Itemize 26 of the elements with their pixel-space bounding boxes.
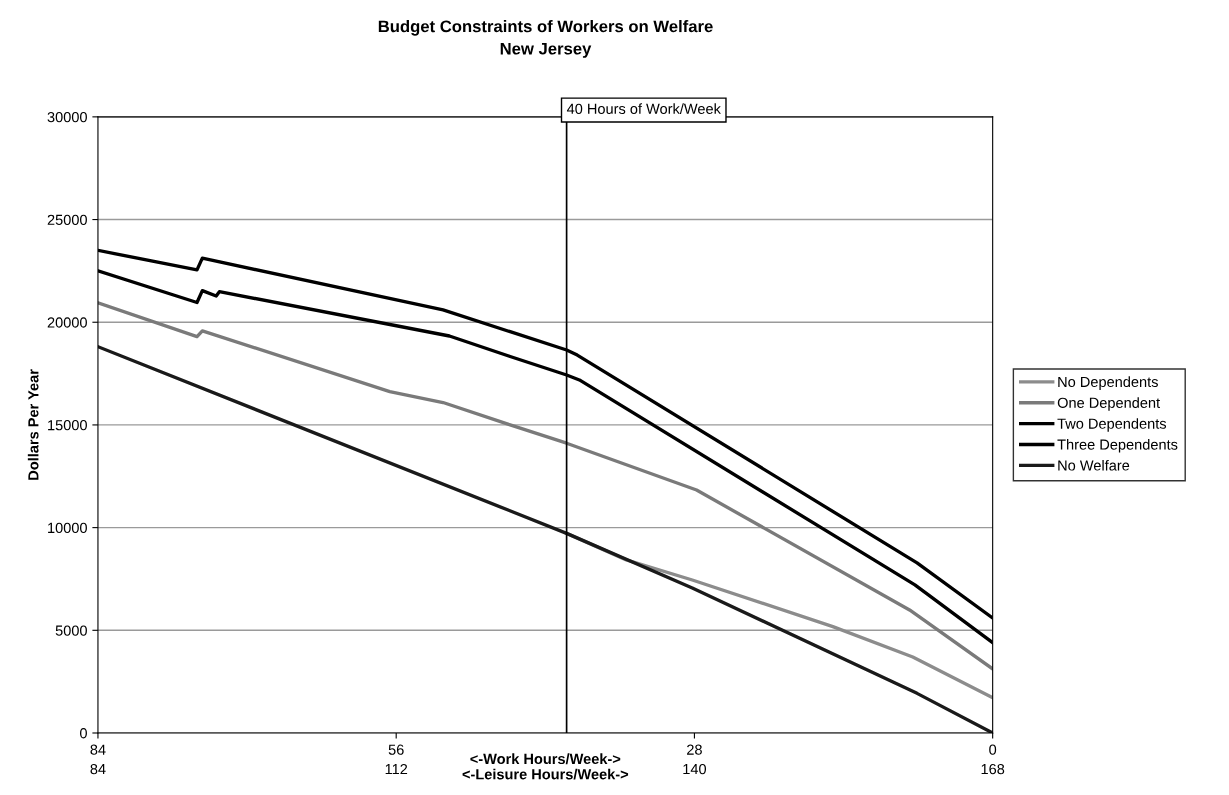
legend-label: Three Dependents [1057, 439, 1178, 453]
legend-label: Two Dependents [1057, 418, 1167, 432]
y-tick-label: 20000 [47, 317, 87, 328]
x-tick-label: 84 [90, 744, 106, 755]
x2-tick-label: 84 [90, 763, 106, 775]
y-axis-title: Dollars Per Year [27, 369, 39, 480]
x2-tick-label: 112 [385, 763, 408, 775]
y-tick-label: 15000 [48, 420, 87, 431]
x2-tick-label: 140 [683, 763, 707, 775]
chart-title: Budget Constraints of Workers on Welfare [378, 20, 713, 36]
y-tick-label: 25000 [47, 214, 87, 225]
chart-subtitle: New Jersey [500, 42, 592, 58]
x2-axis-title: <-Leisure Hours/Week-> [462, 768, 629, 780]
legend-label: No Welfare [1058, 459, 1130, 471]
x-tick-label: 56 [388, 744, 404, 755]
y-tick-label: 10000 [48, 522, 87, 534]
x-axis-title: <-Work Hours/Week-> [470, 753, 621, 765]
y-tick-label: 30000 [47, 111, 87, 123]
x-tick-label: 28 [687, 744, 702, 755]
legend-label: One Dependent [1057, 397, 1160, 411]
ref-line-label: 40 Hours of Work/Week [566, 103, 721, 114]
x2-tick-label: 168 [981, 763, 1005, 775]
y-tick-label: 0 [79, 728, 87, 739]
legend-label: No Dependents [1058, 376, 1158, 390]
y-tick-label: 5000 [55, 625, 87, 636]
x-tick-label: 0 [989, 744, 997, 755]
